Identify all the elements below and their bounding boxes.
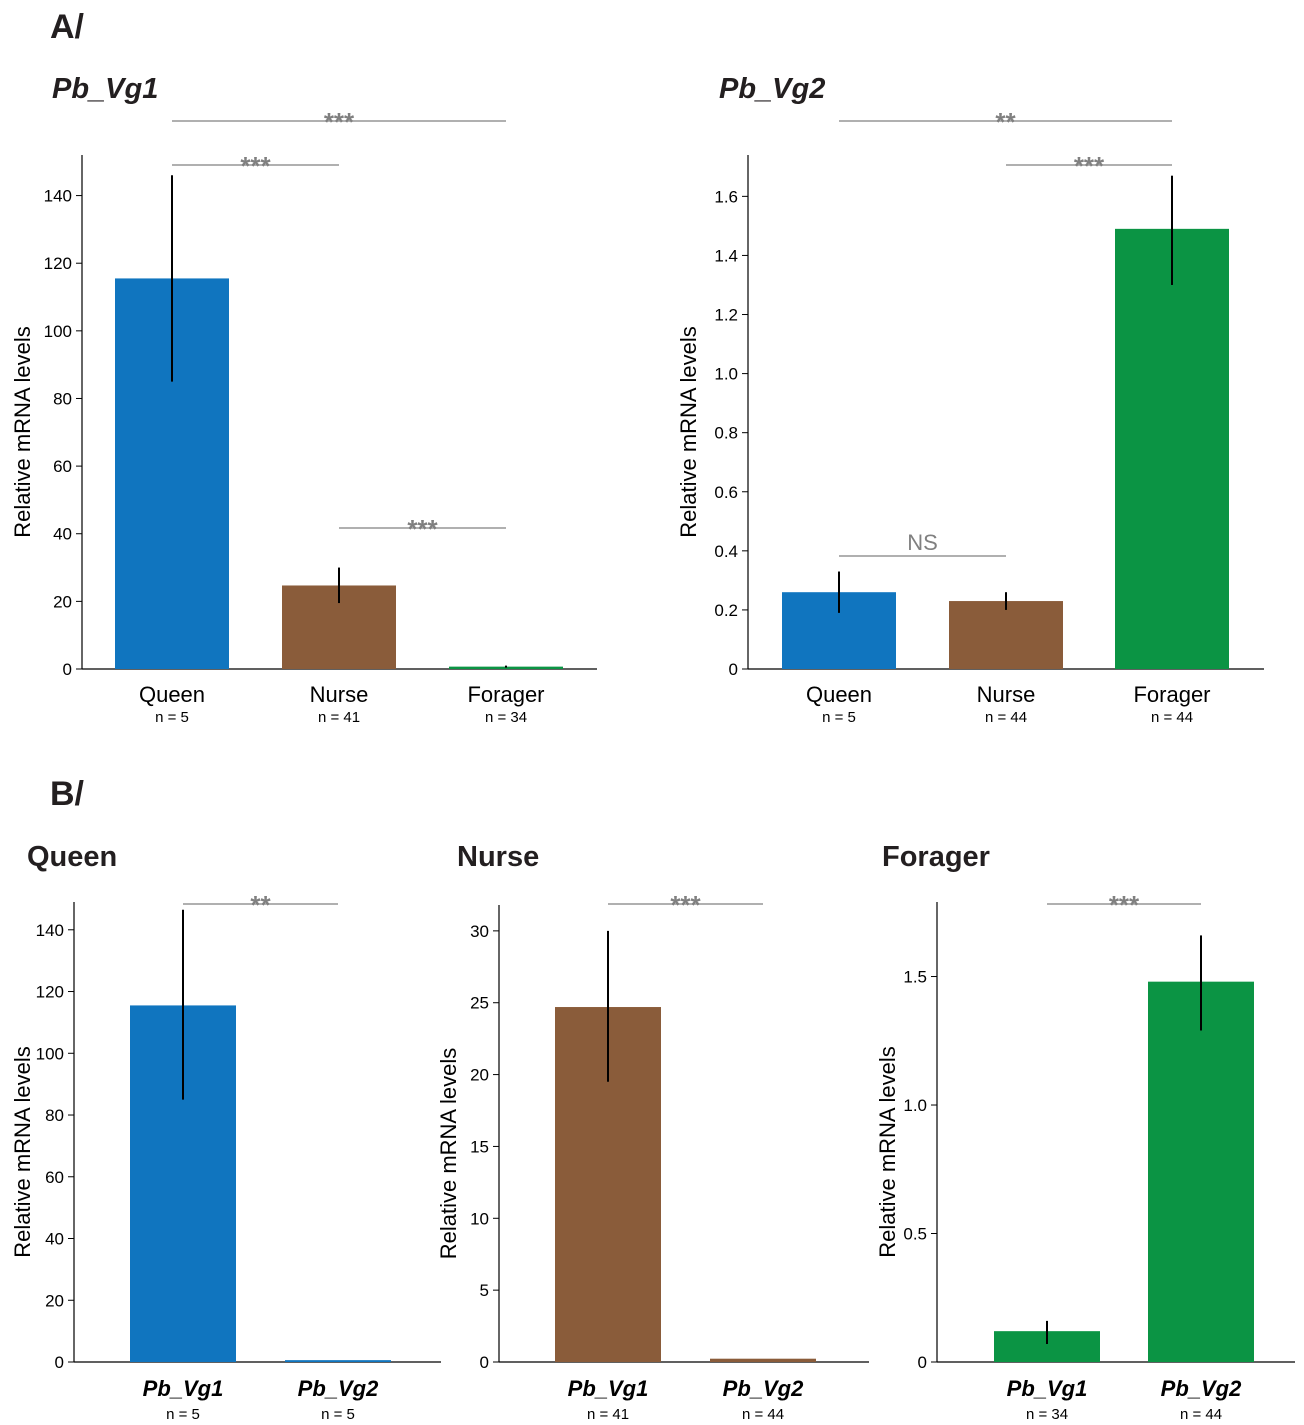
y-tick-label: 140 xyxy=(36,921,64,940)
chart-title: Forager xyxy=(882,841,990,873)
category-label: Forager xyxy=(1133,682,1210,707)
chart-1: Pb_Vg2 0 0.2 0.4 0.6 0.8 1.0 1.2 1.4 1.6 Relative … xyxy=(676,73,1264,726)
sample-size-label: n = 5 xyxy=(822,709,856,726)
category-label: Nurse xyxy=(310,682,369,707)
y-axis-label: Relative mRNA levels xyxy=(436,1048,461,1260)
y-tick-label: 60 xyxy=(53,457,72,476)
panel-letter-a: A/ xyxy=(50,8,85,46)
category-label: Pb_Vg2 xyxy=(1161,1376,1242,1401)
sample-size-label: n = 5 xyxy=(166,1406,200,1423)
y-tick-label: 0.5 xyxy=(903,1225,927,1244)
y-tick-label: 20 xyxy=(470,1066,489,1085)
chart-title: Queen xyxy=(27,841,117,873)
category-label: Pb_Vg1 xyxy=(1007,1376,1088,1401)
bar xyxy=(710,1358,816,1362)
chart-3: Nurse 0 5 10 15 20 25 30 Relative mRNA levels Pb_… xyxy=(436,841,869,1423)
sample-size-label: n = 44 xyxy=(985,709,1027,726)
y-tick-label: 40 xyxy=(53,525,72,544)
y-tick-label: 100 xyxy=(36,1044,64,1063)
y-tick-label: 20 xyxy=(53,592,72,611)
y-tick-label: 1.6 xyxy=(714,187,738,206)
y-tick-label: 20 xyxy=(45,1291,64,1310)
significance-label: *** xyxy=(407,514,438,544)
y-tick-label: 80 xyxy=(45,1106,64,1125)
category-label: Pb_Vg1 xyxy=(143,1376,224,1401)
y-tick-label: 1.5 xyxy=(903,968,927,987)
y-tick-label: 5 xyxy=(480,1281,489,1300)
y-tick-label: 0 xyxy=(63,660,72,679)
y-tick-label: 120 xyxy=(44,254,72,273)
category-label: Pb_Vg2 xyxy=(723,1376,804,1401)
category-label: Forager xyxy=(467,682,544,707)
category-label: Pb_Vg1 xyxy=(568,1376,649,1401)
bar xyxy=(285,1360,391,1362)
y-tick-label: 80 xyxy=(53,389,72,408)
significance-label: *** xyxy=(324,107,355,137)
significance-label: *** xyxy=(670,890,701,920)
significance-label: *** xyxy=(1074,151,1105,181)
significance-label: ** xyxy=(250,890,271,920)
sample-size-label: n = 34 xyxy=(1026,1406,1068,1423)
y-axis-label: Relative mRNA levels xyxy=(10,326,35,538)
chart-2: Queen 0 20 40 60 80 100 120 140 Relative mRNA lev… xyxy=(10,841,441,1423)
y-tick-label: 0.6 xyxy=(714,483,738,502)
y-tick-label: 1.2 xyxy=(714,306,738,325)
y-tick-label: 100 xyxy=(44,322,72,341)
sample-size-label: n = 41 xyxy=(587,1406,629,1423)
sample-size-label: n = 44 xyxy=(1151,709,1193,726)
chart-title: Pb_Vg2 xyxy=(719,73,825,105)
y-tick-label: 120 xyxy=(36,983,64,1002)
panel-letter-b: B/ xyxy=(50,775,85,813)
bar xyxy=(1115,228,1229,669)
category-label: Nurse xyxy=(977,682,1036,707)
significance-label: *** xyxy=(240,151,271,181)
chart-title: Nurse xyxy=(457,841,539,873)
bar xyxy=(1148,981,1254,1362)
y-tick-label: 25 xyxy=(470,994,489,1013)
y-tick-label: 1.4 xyxy=(714,246,738,265)
y-tick-label: 15 xyxy=(470,1137,489,1156)
y-axis-label: Relative mRNA levels xyxy=(875,1046,900,1258)
sample-size-label: n = 5 xyxy=(155,709,189,726)
category-label: Queen xyxy=(139,682,205,707)
sample-size-label: n = 44 xyxy=(742,1406,784,1423)
category-label: Queen xyxy=(806,682,872,707)
y-tick-label: 140 xyxy=(44,187,72,206)
y-tick-label: 40 xyxy=(45,1230,64,1249)
sample-size-label: n = 34 xyxy=(485,709,527,726)
y-tick-label: 0.2 xyxy=(714,601,738,620)
significance-label: ** xyxy=(995,107,1016,137)
chart-4: Forager 0 0.5 1.0 1.5 Relative mRNA levels Pb_… xyxy=(875,841,1295,1423)
bar xyxy=(949,601,1063,669)
y-tick-label: 60 xyxy=(45,1168,64,1187)
y-tick-label: 0 xyxy=(55,1353,64,1372)
y-tick-label: 30 xyxy=(470,922,489,941)
y-tick-label: 1.0 xyxy=(903,1096,927,1115)
y-tick-label: 0 xyxy=(729,660,738,679)
y-axis-label: Relative mRNA levels xyxy=(676,326,701,538)
sample-size-label: n = 44 xyxy=(1180,1406,1222,1423)
y-tick-label: 0.4 xyxy=(714,542,738,561)
y-axis-label: Relative mRNA levels xyxy=(10,1046,35,1258)
sample-size-label: n = 5 xyxy=(321,1406,355,1423)
y-tick-label: 0 xyxy=(918,1353,927,1372)
sample-size-label: n = 41 xyxy=(318,709,360,726)
y-tick-label: 0 xyxy=(480,1353,489,1372)
y-tick-label: 1.0 xyxy=(714,365,738,384)
bar xyxy=(449,666,563,669)
y-tick-label: 10 xyxy=(470,1209,489,1228)
significance-label: *** xyxy=(1109,890,1140,920)
significance-label: NS xyxy=(907,530,938,555)
chart-title: Pb_Vg1 xyxy=(52,73,158,105)
chart-0: Pb_Vg1 0 20 40 60 80 100 120 140 Relative mRNA le… xyxy=(10,73,597,726)
category-label: Pb_Vg2 xyxy=(298,1376,379,1401)
y-tick-label: 0.8 xyxy=(714,424,738,443)
